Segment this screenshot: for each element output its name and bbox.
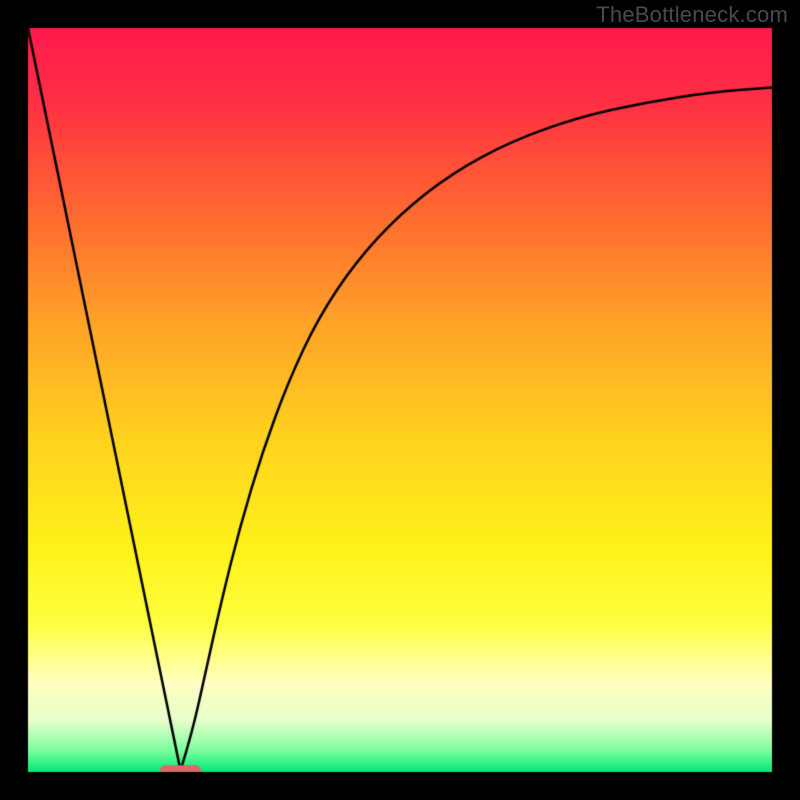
bottleneck-chart-canvas [0, 0, 800, 800]
watermark-text: TheBottleneck.com [596, 2, 788, 28]
chart-frame: TheBottleneck.com [0, 0, 800, 800]
